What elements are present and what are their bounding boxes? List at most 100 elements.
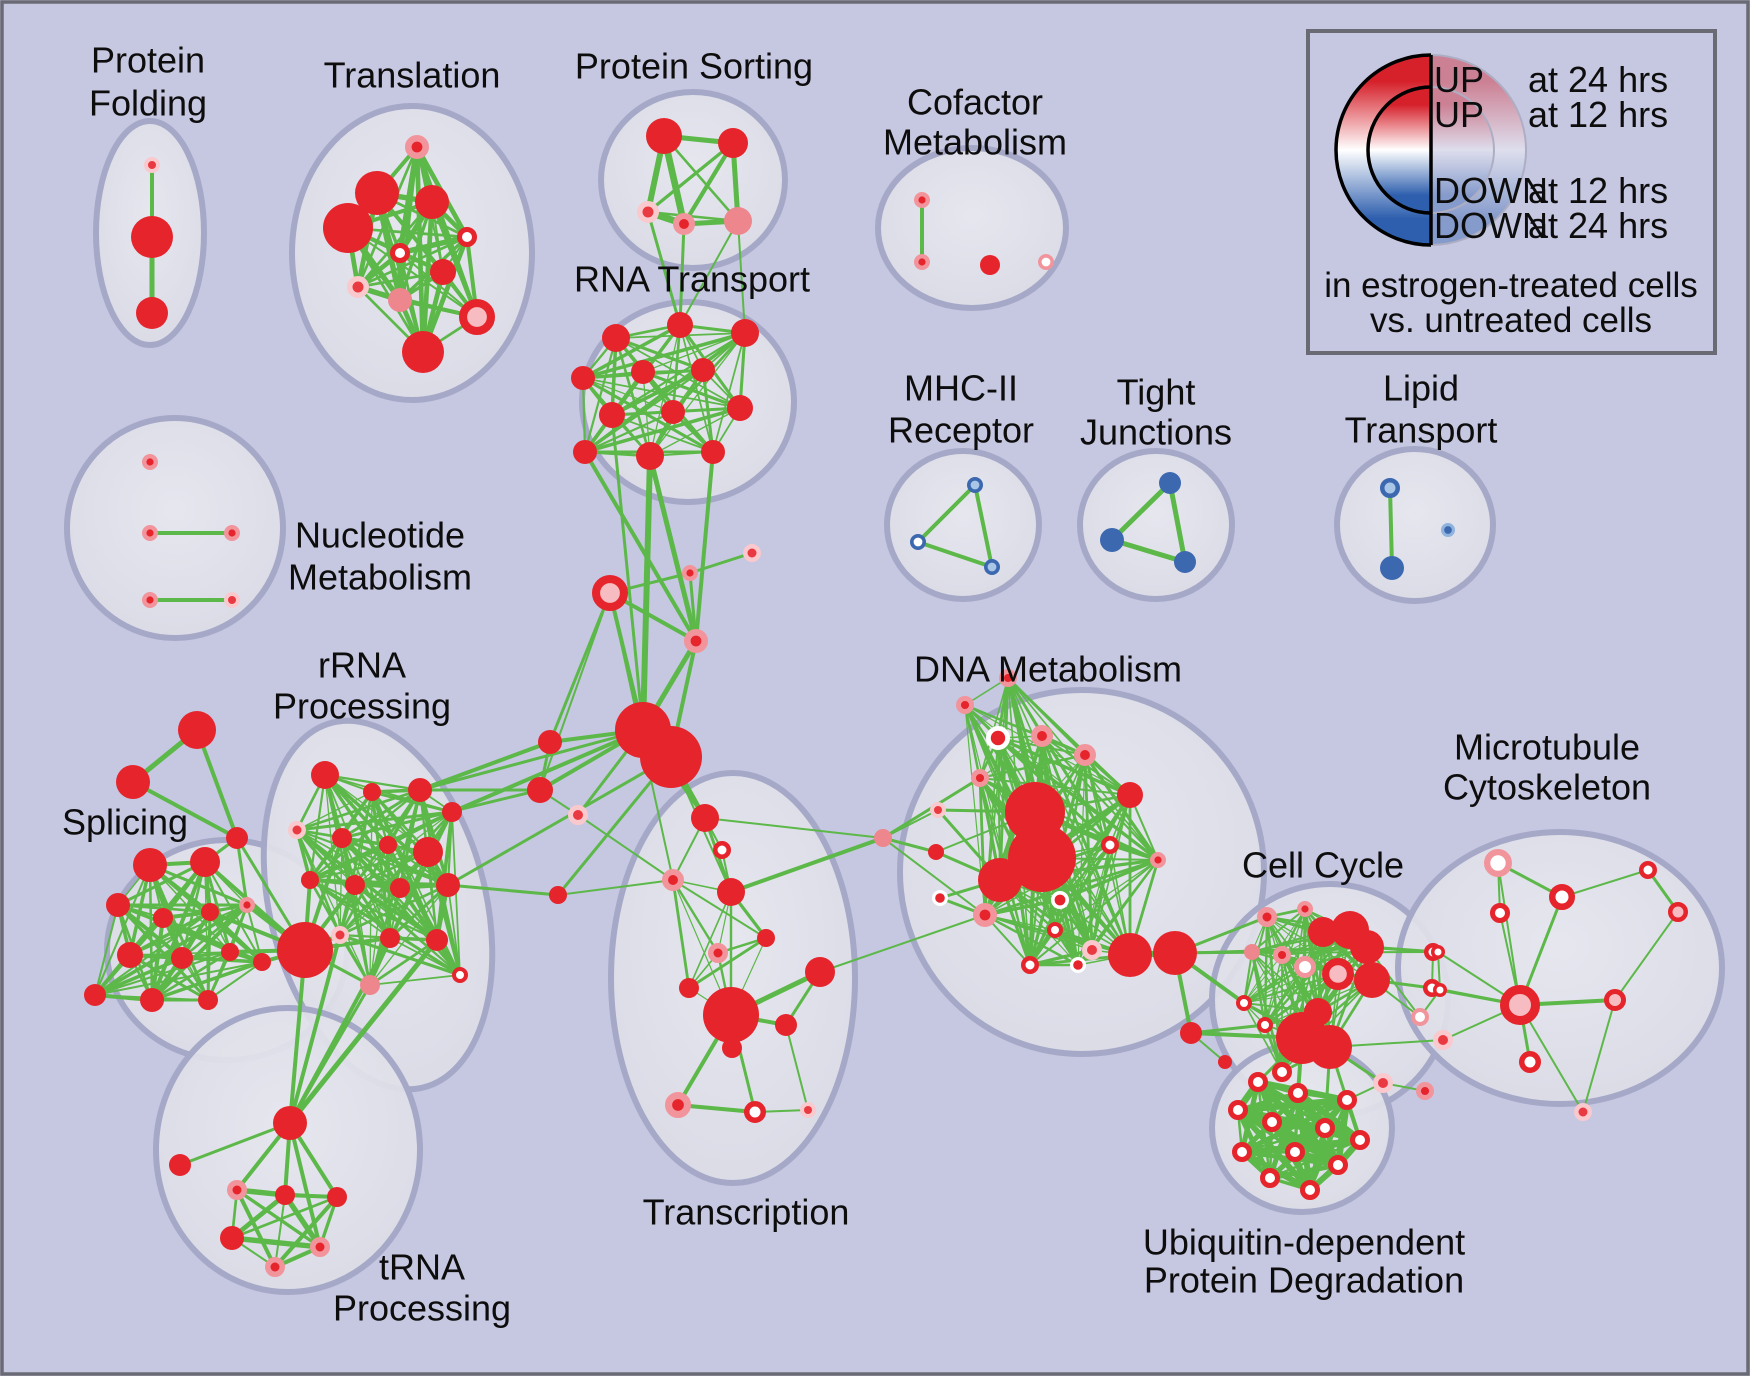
gene-node[interactable] <box>1008 824 1076 892</box>
gene-node[interactable] <box>301 871 319 889</box>
gene-node[interactable] <box>355 171 399 215</box>
gene-node[interactable] <box>345 875 365 895</box>
gene-node[interactable] <box>1549 884 1575 910</box>
gene-node[interactable] <box>288 821 306 839</box>
gene-node[interactable] <box>402 331 444 373</box>
gene-node[interactable] <box>201 903 219 921</box>
gene-node[interactable] <box>141 525 158 542</box>
gene-node[interactable] <box>568 805 588 825</box>
gene-node[interactable] <box>227 1180 247 1200</box>
gene-node[interactable] <box>1293 955 1316 978</box>
gene-node[interactable] <box>426 929 448 951</box>
gene-node[interactable] <box>1257 1017 1273 1033</box>
gene-node[interactable] <box>1082 940 1102 960</box>
gene-node[interactable] <box>998 668 1017 687</box>
gene-node[interactable] <box>914 254 931 271</box>
gene-node[interactable] <box>1484 849 1513 878</box>
gene-node[interactable] <box>388 288 412 312</box>
gene-node[interactable] <box>106 893 130 917</box>
gene-node[interactable] <box>171 947 193 969</box>
gene-node[interactable] <box>1380 478 1400 498</box>
gene-node[interactable] <box>1047 922 1063 938</box>
gene-node[interactable] <box>220 1226 244 1250</box>
gene-node[interactable] <box>1668 902 1688 922</box>
gene-node[interactable] <box>1490 903 1510 923</box>
gene-node[interactable] <box>153 908 173 928</box>
gene-node[interactable] <box>1257 907 1277 927</box>
gene-node[interactable] <box>331 926 349 944</box>
gene-node[interactable] <box>1411 1008 1430 1027</box>
gene-node[interactable] <box>775 1014 797 1036</box>
gene-node[interactable] <box>1244 944 1260 960</box>
gene-node[interactable] <box>986 726 1011 751</box>
gene-node[interactable] <box>404 135 429 160</box>
gene-node[interactable] <box>1180 1022 1202 1044</box>
gene-node[interactable] <box>718 128 748 158</box>
gene-node[interactable] <box>980 255 1000 275</box>
gene-node[interactable] <box>133 848 167 882</box>
gene-node[interactable] <box>117 942 143 968</box>
gene-node[interactable] <box>874 829 892 847</box>
gene-node[interactable] <box>1315 1118 1335 1138</box>
gene-node[interactable] <box>805 957 835 987</box>
gene-node[interactable] <box>1021 956 1039 974</box>
gene-node[interactable] <box>757 929 775 947</box>
gene-node[interactable] <box>1500 985 1540 1025</box>
gene-node[interactable] <box>691 358 715 382</box>
gene-node[interactable] <box>221 943 239 961</box>
gene-node[interactable] <box>527 777 553 803</box>
gene-node[interactable] <box>457 227 477 247</box>
gene-node[interactable] <box>662 869 685 892</box>
gene-node[interactable] <box>238 897 255 914</box>
gene-node[interactable] <box>390 878 410 898</box>
gene-node[interactable] <box>1288 1083 1308 1103</box>
gene-node[interactable] <box>646 118 682 154</box>
gene-node[interactable] <box>1228 1100 1248 1120</box>
gene-node[interactable] <box>978 858 1022 902</box>
gene-node[interactable] <box>1603 988 1626 1011</box>
gene-node[interactable] <box>1051 890 1070 909</box>
gene-node[interactable] <box>1101 836 1119 854</box>
gene-node[interactable] <box>909 533 926 550</box>
gene-node[interactable] <box>1380 556 1404 580</box>
gene-node[interactable] <box>665 1091 692 1118</box>
gene-node[interactable] <box>1069 956 1086 973</box>
gene-node[interactable] <box>408 778 432 802</box>
gene-node[interactable] <box>1236 995 1252 1011</box>
gene-node[interactable] <box>683 628 708 653</box>
gene-node[interactable] <box>571 366 595 390</box>
gene-node[interactable] <box>1350 1130 1370 1150</box>
gene-node[interactable] <box>1149 852 1166 869</box>
gene-node[interactable] <box>311 761 339 789</box>
gene-node[interactable] <box>84 984 106 1006</box>
gene-node[interactable] <box>436 873 460 897</box>
gene-node[interactable] <box>1574 1103 1592 1121</box>
gene-node[interactable] <box>637 201 659 223</box>
gene-node[interactable] <box>1159 472 1181 494</box>
gene-node[interactable] <box>1272 945 1291 964</box>
gene-node[interactable] <box>717 878 745 906</box>
gene-node[interactable] <box>667 312 693 338</box>
gene-node[interactable] <box>1260 1168 1280 1188</box>
gene-node[interactable] <box>1431 945 1445 959</box>
gene-node[interactable] <box>131 216 173 258</box>
gene-node[interactable] <box>744 1101 766 1123</box>
gene-node[interactable] <box>442 802 462 822</box>
gene-node[interactable] <box>1248 1072 1268 1092</box>
gene-node[interactable] <box>273 1106 307 1140</box>
gene-node[interactable] <box>708 943 728 963</box>
gene-node[interactable] <box>1519 1051 1541 1073</box>
gene-node[interactable] <box>724 207 752 235</box>
gene-node[interactable] <box>226 827 248 849</box>
gene-node[interactable] <box>415 185 449 219</box>
gene-node[interactable] <box>1038 254 1055 271</box>
gene-node[interactable] <box>1300 1180 1320 1200</box>
gene-node[interactable] <box>277 922 333 978</box>
gene-node[interactable] <box>430 259 456 285</box>
gene-node[interactable] <box>323 203 373 253</box>
gene-node[interactable] <box>930 802 946 818</box>
gene-node[interactable] <box>1337 1090 1357 1110</box>
gene-node[interactable] <box>1108 933 1152 977</box>
gene-node[interactable] <box>1285 1142 1305 1162</box>
gene-node[interactable] <box>1100 528 1124 552</box>
